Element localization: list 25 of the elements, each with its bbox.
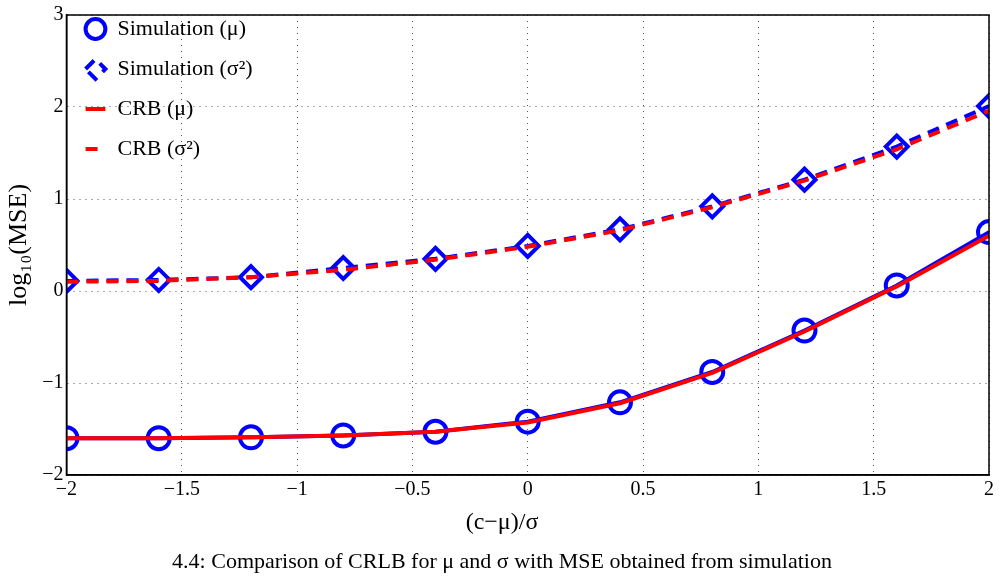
x-tick-label: −0.5 <box>394 477 431 500</box>
point <box>237 264 264 291</box>
legend-label: Simulation (μ) <box>117 14 246 40</box>
point <box>791 317 818 344</box>
x-tick-label: 1 <box>753 477 764 500</box>
x-tick-label: −1.5 <box>163 477 200 500</box>
y-axis-title: log₁₀(MSE) <box>3 183 33 307</box>
y-tick-label: 2 <box>53 94 64 117</box>
x-tick-label: −1 <box>286 477 308 500</box>
y-tick-label: 1 <box>53 186 64 209</box>
y-tick-label: 3 <box>53 2 64 25</box>
y-tick-label: −1 <box>42 370 64 393</box>
text: 4.4: Comparison of CRLB for μ and σ with MSE obtained from simulation <box>171 548 833 574</box>
x-tick-label: 0 <box>522 477 533 500</box>
x-tick-label: 0.5 <box>630 477 656 500</box>
legend-label: CRB (σ²) <box>117 134 201 160</box>
legend-label: CRB (μ) <box>117 94 194 120</box>
y-tick-label: 0 <box>53 278 64 301</box>
x-tick-label: 2 <box>984 477 994 500</box>
point <box>514 232 541 259</box>
legend-label: Simulation (σ²) <box>117 54 253 80</box>
point <box>883 133 910 160</box>
x-tick-label: 1.5 <box>861 477 887 500</box>
point <box>791 166 818 193</box>
x-axis-title: (c−μ)/σ <box>464 508 540 535</box>
